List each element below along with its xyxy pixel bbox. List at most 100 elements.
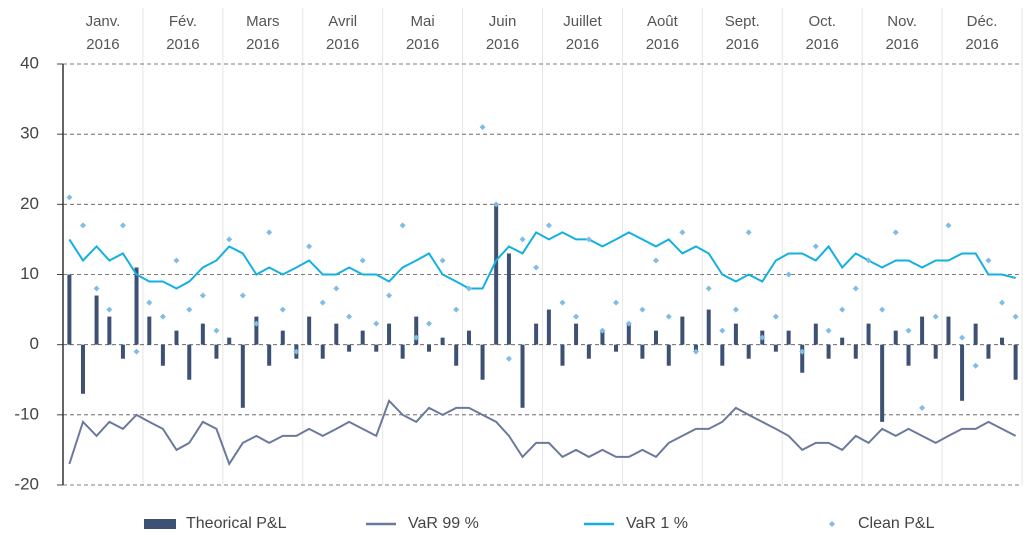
bar bbox=[560, 344, 565, 366]
point bbox=[159, 313, 166, 320]
point bbox=[692, 348, 699, 355]
bar bbox=[480, 344, 485, 380]
point bbox=[119, 222, 126, 229]
bar bbox=[813, 323, 818, 345]
bar bbox=[440, 337, 445, 345]
point bbox=[985, 257, 992, 264]
point bbox=[106, 306, 113, 313]
bar bbox=[826, 344, 831, 359]
bar bbox=[520, 344, 525, 408]
point bbox=[373, 320, 380, 327]
point bbox=[333, 285, 340, 292]
legend-label: Clean P&L bbox=[858, 515, 935, 532]
point bbox=[705, 285, 712, 292]
point bbox=[585, 236, 592, 243]
point bbox=[1012, 313, 1019, 320]
point bbox=[465, 285, 472, 292]
bar bbox=[466, 330, 471, 345]
line bbox=[68, 398, 1017, 467]
bar bbox=[107, 316, 112, 345]
point bbox=[559, 299, 566, 306]
point bbox=[386, 292, 393, 299]
bar bbox=[187, 344, 192, 380]
bar bbox=[334, 323, 339, 345]
bar bbox=[120, 344, 125, 359]
x-tick-label: Sept. 2016 bbox=[725, 13, 760, 53]
point bbox=[613, 299, 620, 306]
bar bbox=[960, 344, 965, 401]
bar bbox=[267, 344, 272, 366]
point bbox=[533, 264, 540, 271]
point bbox=[905, 327, 912, 334]
point bbox=[625, 320, 632, 327]
bar bbox=[653, 330, 658, 345]
bar bbox=[387, 323, 392, 345]
x-tick-label: Juillet 2016 bbox=[563, 13, 602, 53]
bar bbox=[893, 330, 898, 345]
point bbox=[652, 257, 659, 264]
bar bbox=[640, 344, 645, 359]
point bbox=[279, 306, 286, 313]
bar bbox=[933, 344, 938, 359]
x-tick-label: Août 2016 bbox=[646, 13, 679, 53]
point bbox=[545, 222, 552, 229]
bar bbox=[920, 316, 925, 345]
bar bbox=[254, 316, 259, 345]
bar bbox=[800, 344, 805, 373]
bar bbox=[227, 337, 232, 345]
point bbox=[93, 285, 100, 292]
legend-label: VaR 1 % bbox=[626, 515, 688, 532]
point bbox=[839, 306, 846, 313]
point bbox=[573, 313, 580, 320]
legend-item: VaR 99 % bbox=[366, 515, 479, 532]
point bbox=[479, 124, 486, 131]
bar bbox=[374, 344, 379, 352]
bar bbox=[946, 316, 951, 345]
point bbox=[173, 257, 180, 264]
bar bbox=[574, 323, 579, 345]
x-tick-label: Déc. 2016 bbox=[965, 13, 998, 53]
bar bbox=[360, 330, 365, 345]
bar bbox=[347, 344, 352, 352]
point bbox=[439, 257, 446, 264]
legend-item: Theorical P&L bbox=[144, 515, 287, 532]
bar bbox=[214, 344, 219, 359]
point bbox=[226, 236, 233, 243]
bar bbox=[160, 344, 165, 366]
point bbox=[679, 229, 686, 236]
bar bbox=[546, 309, 551, 345]
point bbox=[892, 229, 899, 236]
y-tick-label: 40 bbox=[20, 53, 39, 72]
bar bbox=[80, 344, 85, 394]
legend-swatch bbox=[829, 521, 835, 527]
x-tick-label: Fév. 2016 bbox=[166, 13, 199, 53]
bar bbox=[67, 274, 72, 345]
point bbox=[945, 222, 952, 229]
point bbox=[919, 404, 926, 411]
point bbox=[959, 334, 966, 341]
bar bbox=[746, 344, 751, 359]
point bbox=[719, 327, 726, 334]
bar bbox=[614, 344, 619, 352]
point bbox=[825, 327, 832, 334]
legend-item: VaR 1 % bbox=[584, 515, 688, 532]
bar bbox=[1013, 344, 1018, 380]
legend-swatch bbox=[144, 519, 176, 529]
bar bbox=[400, 344, 405, 359]
point bbox=[732, 306, 739, 313]
bar bbox=[853, 344, 858, 359]
point bbox=[865, 257, 872, 264]
bar bbox=[600, 330, 605, 345]
point bbox=[66, 194, 73, 201]
point bbox=[213, 327, 220, 334]
point bbox=[186, 306, 193, 313]
point bbox=[599, 327, 606, 334]
point bbox=[199, 292, 206, 299]
point bbox=[79, 222, 86, 229]
bar bbox=[427, 344, 432, 352]
point bbox=[359, 257, 366, 264]
point bbox=[759, 334, 766, 341]
bar bbox=[506, 253, 511, 345]
y-tick-label: 20 bbox=[20, 194, 39, 213]
